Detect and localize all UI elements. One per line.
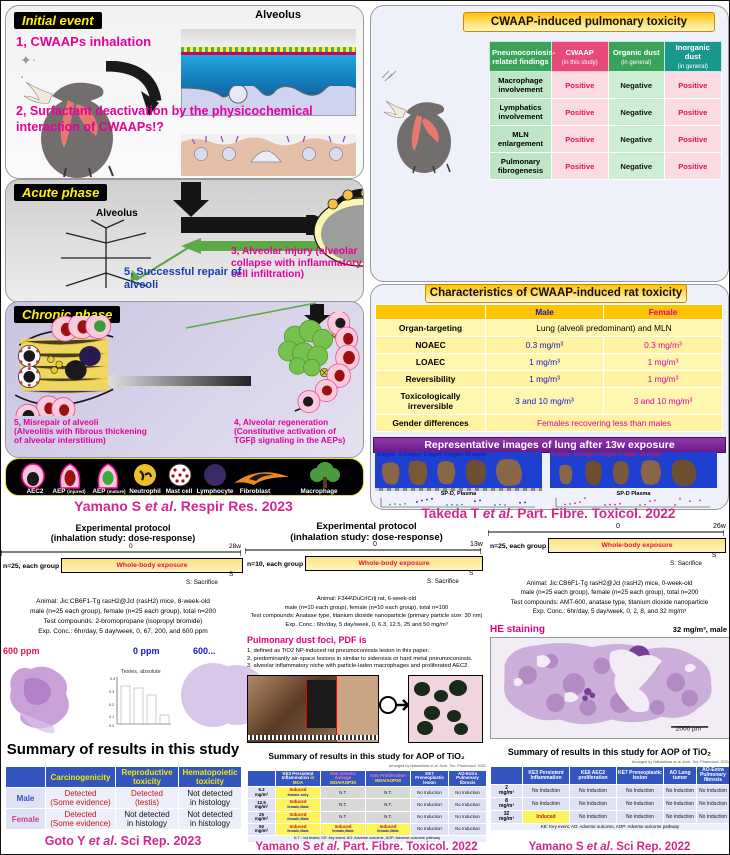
svg-text:0.3: 0.3 bbox=[109, 690, 114, 694]
svg-text:0.2: 0.2 bbox=[109, 703, 114, 707]
svg-text:0.0: 0.0 bbox=[109, 724, 114, 728]
svg-text:Testes, absolute: Testes, absolute bbox=[121, 669, 161, 675]
svg-text:0.4: 0.4 bbox=[110, 677, 115, 681]
svg-text:0.1: 0.1 bbox=[109, 715, 114, 719]
